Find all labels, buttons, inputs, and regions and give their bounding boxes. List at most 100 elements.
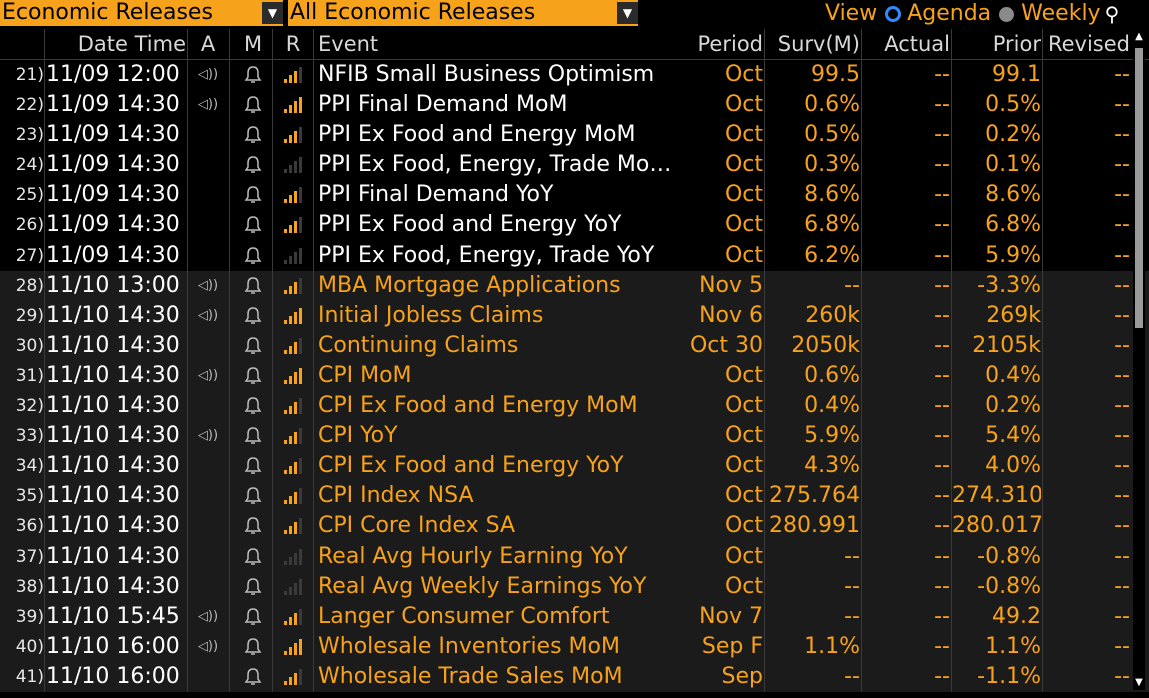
table-row[interactable]: 31) 11/10 14:30 ◁)) CPI MoM Oct 0.6% -- 0.4% -- <box>0 360 1149 392</box>
bell-icon[interactable] <box>236 451 270 481</box>
bell-icon[interactable] <box>236 241 270 271</box>
bell-icon[interactable] <box>236 120 270 150</box>
release-filter-dropdown[interactable]: All Economic Releases ▼ <box>288 0 638 26</box>
audio-icon[interactable] <box>190 210 226 240</box>
vertical-scrollbar[interactable]: ▲ ▼ <box>1133 30 1145 690</box>
audio-icon[interactable] <box>190 511 226 541</box>
table-row[interactable]: 30) 11/10 14:30 Continuing Claims Oct 30 205… <box>0 330 1149 361</box>
row-event[interactable]: PPI Final Demand YoY <box>318 182 554 208</box>
audio-icon[interactable] <box>190 180 226 210</box>
audio-icon[interactable] <box>190 331 226 361</box>
col-survey[interactable]: Surv(M) <box>777 32 860 56</box>
audio-icon[interactable] <box>190 542 226 572</box>
row-number[interactable]: 28) <box>15 275 44 296</box>
agenda-radio[interactable] <box>885 6 902 22</box>
col-period[interactable]: Period <box>697 32 763 56</box>
row-event[interactable]: NFIB Small Business Optimism <box>318 62 655 87</box>
col-event[interactable]: Event <box>318 32 379 56</box>
row-event[interactable]: PPI Ex Food, Energy, Trade YoY <box>318 242 655 268</box>
row-number[interactable]: 29) <box>15 305 44 326</box>
table-row[interactable]: 24) 11/09 14:30 PPI Ex Food, Energy, Trade… <box>0 150 1149 181</box>
row-event[interactable]: Wholesale Inventories MoM <box>318 633 620 659</box>
row-number[interactable]: 37) <box>15 546 44 567</box>
row-number[interactable]: 31) <box>15 365 44 386</box>
release-type-dropdown[interactable]: Economic Releases ▼ <box>0 0 283 26</box>
row-event[interactable]: CPI Ex Food and Energy YoY <box>318 453 624 479</box>
audio-icon[interactable]: ◁)) <box>197 67 219 82</box>
row-number[interactable]: 30) <box>15 335 44 356</box>
bell-icon[interactable] <box>236 210 270 240</box>
row-number[interactable]: 25) <box>15 185 44 206</box>
table-row[interactable]: 26) 11/09 14:30 PPI Ex Food and Energy YoY… <box>0 210 1149 241</box>
row-event[interactable]: Wholesale Trade Sales MoM <box>318 663 623 689</box>
row-number[interactable]: 26) <box>15 215 44 236</box>
row-number[interactable]: 27) <box>15 245 44 266</box>
audio-icon[interactable]: ◁)) <box>197 307 219 323</box>
audio-icon[interactable]: ◁)) <box>197 97 219 113</box>
bell-icon[interactable] <box>236 331 270 361</box>
table-row[interactable]: 36) 11/10 14:30 CPI Core Index SA Oct 280.99… <box>0 511 1149 542</box>
row-event[interactable]: MBA Mortgage Applications <box>318 272 621 298</box>
chevron-down-icon[interactable]: ▼ <box>262 2 283 24</box>
audio-icon[interactable] <box>190 451 226 481</box>
row-event[interactable]: Langer Consumer Comfort <box>318 603 610 629</box>
col-datetime[interactable]: Date Time <box>77 32 186 56</box>
bell-icon[interactable] <box>236 421 270 451</box>
table-row[interactable]: 40) 11/10 16:00 ◁)) Wholesale Inventories M… <box>0 631 1149 662</box>
row-event[interactable]: PPI Ex Food and Energy YoY <box>318 212 622 238</box>
row-event[interactable]: Real Avg Weekly Earnings YoY <box>318 573 647 599</box>
row-number[interactable]: 32) <box>15 396 44 417</box>
table-row[interactable]: 39) 11/10 15:45 ◁)) Langer Consumer Comfort… <box>0 601 1149 632</box>
row-number[interactable]: 38) <box>15 576 44 597</box>
bell-icon[interactable] <box>236 481 270 511</box>
col-audio[interactable]: A <box>200 32 216 56</box>
row-number[interactable]: 36) <box>15 516 44 537</box>
table-row[interactable]: 33) 11/10 14:30 ◁)) CPI YoY Oct 5.9% -- 5.4% -- <box>0 421 1149 452</box>
row-number[interactable]: 33) <box>15 426 44 447</box>
audio-icon[interactable]: ◁)) <box>197 638 219 654</box>
col-prior[interactable]: Prior <box>992 32 1041 56</box>
bell-icon[interactable] <box>236 542 270 572</box>
table-row[interactable]: 27) 11/09 14:30 PPI Ex Food, Energy, Trade… <box>0 240 1149 271</box>
scroll-thumb[interactable] <box>1135 48 1143 328</box>
bell-icon[interactable] <box>236 271 270 301</box>
col-actual[interactable]: Actual <box>884 32 950 56</box>
col-alert[interactable]: M <box>243 32 263 56</box>
audio-icon[interactable]: ◁)) <box>197 428 219 444</box>
col-relevance[interactable]: R <box>285 32 301 56</box>
bell-icon[interactable] <box>236 662 270 692</box>
row-number[interactable]: 40) <box>15 636 44 657</box>
agenda-label[interactable]: Agenda <box>907 1 992 26</box>
table-row[interactable]: 32) 11/10 14:30 CPI Ex Food and Energy MoM… <box>0 391 1149 422</box>
audio-icon[interactable] <box>190 572 226 602</box>
table-row[interactable]: 37) 11/10 14:30 Real Avg Hourly Earning Yo… <box>0 541 1149 572</box>
table-row[interactable]: 34) 11/10 14:30 CPI Ex Food and Energy YoY… <box>0 451 1149 482</box>
audio-icon[interactable] <box>190 120 226 150</box>
row-event[interactable]: PPI Final Demand MoM <box>318 92 568 118</box>
scroll-down-icon[interactable]: ▼ <box>1135 677 1143 688</box>
bell-icon[interactable] <box>236 150 270 180</box>
audio-icon[interactable] <box>190 481 226 511</box>
chevron-down-icon[interactable]: ▼ <box>617 2 638 24</box>
bell-icon[interactable] <box>236 180 270 210</box>
row-event[interactable]: Real Avg Hourly Earning YoY <box>318 543 628 569</box>
row-number[interactable]: 24) <box>15 155 44 176</box>
row-event[interactable]: CPI MoM <box>318 362 412 388</box>
table-row[interactable]: 21) 11/09 12:00 ◁)) NFIB Small Business Opt… <box>0 60 1149 91</box>
audio-icon[interactable] <box>190 150 226 180</box>
scroll-up-icon[interactable]: ▲ <box>1135 31 1143 42</box>
bell-icon[interactable] <box>236 602 270 632</box>
row-number[interactable]: 34) <box>15 456 44 477</box>
row-number[interactable]: 35) <box>15 486 44 507</box>
table-row[interactable]: 22) 11/09 14:30 ◁)) PPI Final Demand MoM Oct… <box>0 90 1149 121</box>
audio-icon[interactable] <box>190 241 226 271</box>
table-row[interactable]: 41) 11/10 16:00 Wholesale Trade Sales MoM S… <box>0 661 1149 692</box>
row-event[interactable]: CPI Ex Food and Energy MoM <box>318 393 638 419</box>
table-row[interactable]: 35) 11/10 14:30 CPI Index NSA Oct 275.764 -- 2… <box>0 481 1149 512</box>
table-row[interactable]: 23) 11/09 14:30 PPI Ex Food and Energy MoM… <box>0 120 1149 151</box>
row-number[interactable]: 41) <box>15 666 44 687</box>
row-event[interactable]: Continuing Claims <box>318 332 519 358</box>
row-number[interactable]: 39) <box>15 606 44 627</box>
weekly-radio[interactable] <box>999 6 1015 22</box>
bell-icon[interactable] <box>236 301 270 331</box>
